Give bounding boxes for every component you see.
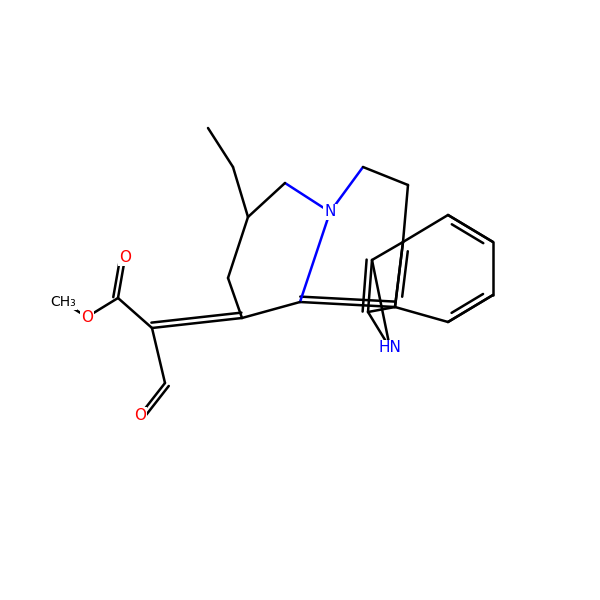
Text: N: N [325, 205, 335, 220]
Text: O: O [81, 310, 93, 325]
Text: O: O [119, 251, 131, 265]
Text: HN: HN [379, 340, 401, 355]
Text: CH₃: CH₃ [50, 295, 76, 309]
Text: O: O [134, 407, 146, 422]
